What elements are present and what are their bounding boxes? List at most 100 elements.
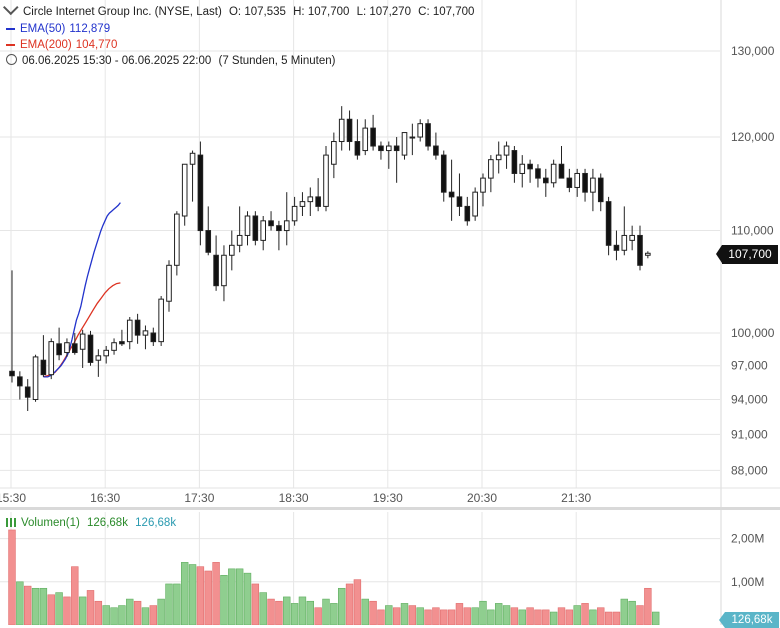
- candle-down: [605, 201, 612, 246]
- x-tick-label: 16:30: [90, 491, 120, 505]
- candle-down: [315, 196, 321, 207]
- candle-down: [535, 168, 541, 179]
- volume-bar-down: [557, 607, 566, 625]
- volume-bar-down: [267, 598, 275, 625]
- candle-up: [79, 333, 86, 350]
- candle-up: [221, 254, 227, 287]
- candle-down: [9, 370, 15, 377]
- ema200-label: EMA(200): [20, 39, 72, 51]
- volume-bar-down: [408, 605, 417, 625]
- ema50-label: EMA(50): [20, 23, 66, 35]
- ema200-legend[interactable]: EMA(200) 104,770: [6, 37, 117, 53]
- candle-down: [354, 141, 361, 156]
- volume-bar-down: [71, 566, 79, 625]
- volume-value-2: 126,68k: [135, 517, 177, 529]
- candle-down: [40, 359, 47, 376]
- candle-down: [24, 386, 31, 398]
- candle-up: [621, 234, 628, 251]
- candle-up: [472, 191, 478, 217]
- candle-up: [95, 355, 102, 361]
- candle-down: [582, 172, 588, 193]
- volume-bar-down: [447, 609, 456, 625]
- volume-bar-up: [298, 596, 307, 625]
- candle-down: [87, 334, 94, 363]
- volume-bar-down: [149, 605, 157, 625]
- volume-bar-up: [306, 600, 314, 625]
- candle-up: [362, 127, 369, 152]
- volume-bar-down: [63, 596, 71, 625]
- candle-up: [174, 213, 180, 266]
- y-tick-label: 120,000: [731, 130, 775, 144]
- candle-up: [64, 342, 70, 354]
- candle-up: [189, 152, 196, 165]
- x-tick-label: 18:30: [279, 491, 309, 505]
- candle-down: [527, 163, 533, 170]
- candle-up: [519, 163, 526, 174]
- y-tick-label: 97,000: [731, 359, 768, 373]
- y-tick-label: 94,000: [731, 393, 768, 407]
- chart-header: Circle Internet Group Inc. (NYSE, Last) …: [3, 0, 474, 20]
- ema200-line: [43, 282, 121, 378]
- close-label: C:: [418, 6, 430, 18]
- ema50-value: 112,879: [69, 23, 111, 35]
- volume-bar-up: [628, 600, 636, 625]
- volume-legend[interactable]: Volumen(1) 126,68k 126,68k: [6, 515, 176, 531]
- volume-bar-up: [243, 572, 252, 625]
- volume-bar-up: [573, 605, 581, 625]
- volume-bar-up: [337, 587, 346, 625]
- candle-down: [119, 341, 125, 345]
- volume-bar-down: [204, 570, 212, 625]
- candle-up: [574, 172, 581, 188]
- candle-up: [307, 196, 314, 203]
- volume-bar-up: [361, 598, 369, 625]
- volume-bar-up: [589, 609, 597, 625]
- ema50-line-layer: [43, 202, 121, 378]
- candle-down: [637, 234, 643, 266]
- volume-bar-down: [86, 590, 95, 625]
- candle-up: [386, 145, 392, 152]
- high-value: 107,700: [307, 6, 350, 18]
- volume-bar-up: [220, 575, 228, 625]
- x-tick-label: 19:30: [373, 491, 403, 505]
- candle-down: [268, 220, 274, 227]
- volume-bar-up: [322, 598, 330, 625]
- candle-up: [126, 319, 133, 343]
- volume-bar-down: [8, 529, 16, 625]
- volume-grid: [0, 538, 720, 583]
- candle-up: [103, 349, 110, 357]
- volume-bars-layer: [8, 529, 660, 625]
- volume-bar-up: [259, 592, 267, 625]
- candle-down: [393, 145, 400, 152]
- volume-bar-up: [16, 581, 24, 625]
- volume-bar-down: [23, 585, 32, 625]
- volume-bar-down: [636, 605, 644, 625]
- volume-bar-up: [518, 609, 526, 625]
- candle-down: [433, 145, 439, 156]
- candle-up: [417, 123, 423, 138]
- candle-up: [331, 141, 337, 165]
- price-grid: [0, 0, 720, 625]
- ema50-legend[interactable]: EMA(50) 112,879: [6, 21, 110, 37]
- time-range: 06.06.2025 15:30 - 06.06.2025 22:00: [22, 55, 212, 67]
- candle-up: [32, 356, 39, 401]
- candle-down: [346, 118, 353, 143]
- volume-bar-down: [314, 607, 322, 625]
- y-tick-label: 130,000: [731, 44, 775, 58]
- candle-down: [558, 163, 565, 179]
- volume-bar-down: [377, 609, 385, 625]
- volume-bar-up: [102, 605, 110, 625]
- volume-bar-down: [565, 609, 574, 625]
- volume-bar-up: [228, 568, 236, 625]
- ema200-swatch: [6, 43, 15, 46]
- volume-bar-down: [133, 600, 142, 625]
- candle-down: [456, 196, 463, 207]
- candle-up: [229, 244, 235, 256]
- volume-bar-down: [455, 603, 464, 625]
- y-tick-label: 100,000: [731, 326, 775, 340]
- volume-bar-up: [55, 592, 63, 625]
- candle-down: [213, 254, 219, 287]
- volume-bar-up: [173, 583, 181, 625]
- volume-bar-up: [330, 603, 338, 625]
- candle-up: [142, 330, 149, 336]
